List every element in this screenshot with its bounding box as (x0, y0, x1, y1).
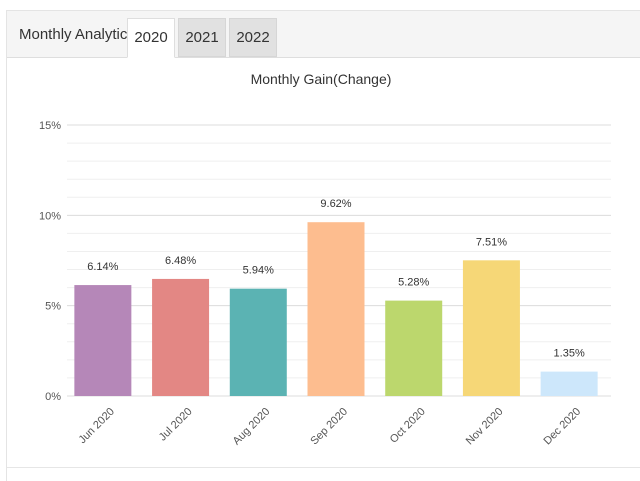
value-label: 9.62% (320, 198, 351, 210)
y-axis: 0% 5% 10% 15% (39, 120, 61, 403)
x-tick-label: Jul 2020 (157, 406, 195, 444)
x-tick-label: Aug 2020 (231, 406, 273, 448)
chart-title: Monthly Gain(Change) (251, 71, 392, 87)
value-label: 5.94% (243, 265, 274, 277)
value-labels: 6.14% 6.48% 5.94% 9.62% 5.28% 7.51% 1.35% (87, 198, 585, 359)
x-axis: Jun 2020 Jul 2020 Aug 2020 Sep 2020 Oct 2020… (76, 406, 583, 448)
x-tick-label: Oct 2020 (388, 406, 428, 446)
value-label: 1.35% (554, 348, 585, 360)
bar-aug-2020[interactable] (229, 288, 287, 396)
x-tick-label: Sep 2020 (308, 406, 350, 448)
value-label: 6.14% (87, 261, 118, 273)
y-tick-label: 5% (45, 301, 61, 313)
value-label: 7.51% (476, 236, 507, 248)
tab-2021[interactable]: 2021 (178, 18, 226, 57)
y-tick-label: 0% (45, 391, 61, 403)
chart-area: Monthly Gain(Change) 0% 5% 10% 15% 6.14% 6.4… (7, 58, 640, 468)
monthly-gain-chart: Monthly Gain(Change) 0% 5% 10% 15% 6.14% 6.4… (39, 71, 611, 448)
monthly-analytics-panel: Monthly Analytics 2020 2021 2022 Monthly… (6, 10, 640, 481)
x-tick-label: Jun 2020 (76, 406, 116, 446)
bar-oct-2020[interactable] (385, 300, 443, 396)
bar-jun-2020[interactable] (74, 285, 132, 396)
bars (74, 222, 598, 396)
x-tick-label: Nov 2020 (464, 406, 506, 448)
tab-2022[interactable]: 2022 (229, 18, 277, 57)
x-tick-label: Dec 2020 (541, 406, 583, 448)
footer-divider (7, 467, 640, 468)
value-label: 5.28% (398, 277, 429, 289)
y-tick-label: 10% (39, 210, 61, 222)
bar-sep-2020[interactable] (307, 222, 365, 396)
bar-dec-2020[interactable] (540, 371, 598, 396)
tab-2020[interactable]: 2020 (127, 18, 175, 58)
panel-title: Monthly Analytics (19, 26, 135, 43)
bar-nov-2020[interactable] (462, 260, 520, 396)
value-label: 6.48% (165, 255, 196, 267)
bar-jul-2020[interactable] (152, 278, 210, 396)
y-tick-label: 15% (39, 120, 61, 132)
tab-bar: Monthly Analytics 2020 2021 2022 (7, 11, 640, 58)
